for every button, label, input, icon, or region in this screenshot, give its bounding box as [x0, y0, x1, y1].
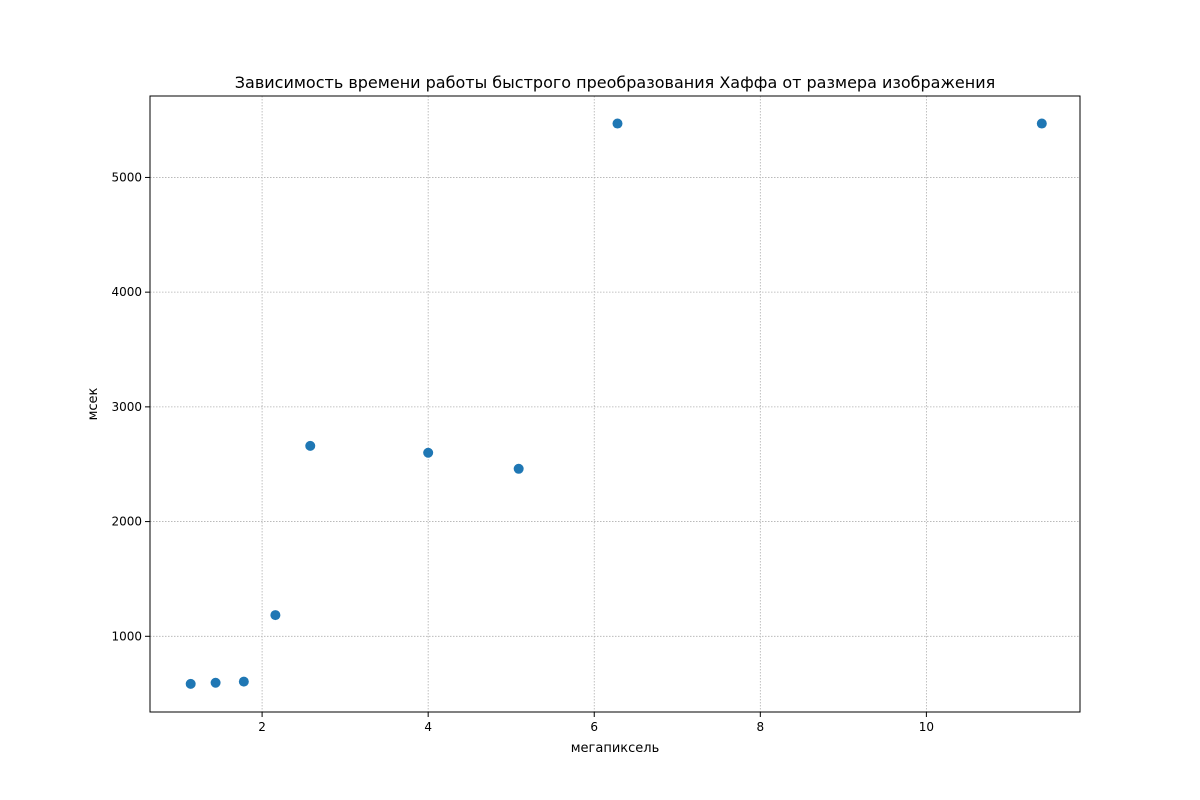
data-point: [1036, 118, 1047, 129]
data-points: [185, 118, 1047, 689]
y-tick-label: 1000: [111, 629, 142, 643]
data-point: [185, 678, 196, 689]
data-point: [305, 440, 316, 451]
y-tick-label: 2000: [111, 515, 142, 529]
plot-frame: [149, 95, 1081, 713]
y-axis-ticks: 1000 2000 3000 4000 5000: [111, 170, 150, 643]
y-tick-label: 5000: [111, 170, 142, 184]
y-tick-label: 3000: [111, 400, 142, 414]
data-point: [270, 610, 281, 621]
data-point: [513, 463, 524, 474]
data-point: [423, 447, 434, 458]
grid: [150, 96, 1080, 712]
x-tick-label: 6: [590, 720, 598, 734]
data-point: [238, 676, 249, 687]
y-tick-label: 4000: [111, 285, 142, 299]
x-tick-label: 10: [919, 720, 934, 734]
x-axis-label: мегапиксель: [571, 741, 660, 756]
x-axis-ticks: 2 4 6 8 10: [258, 712, 934, 734]
x-tick-label: 2: [258, 720, 266, 734]
x-tick-label: 4: [424, 720, 432, 734]
chart-title: Зависимость времени работы быстрого прео…: [235, 73, 995, 92]
data-point: [210, 677, 221, 688]
x-tick-label: 8: [756, 720, 764, 734]
y-axis-label: мсек: [86, 387, 101, 420]
data-point: [612, 118, 623, 129]
